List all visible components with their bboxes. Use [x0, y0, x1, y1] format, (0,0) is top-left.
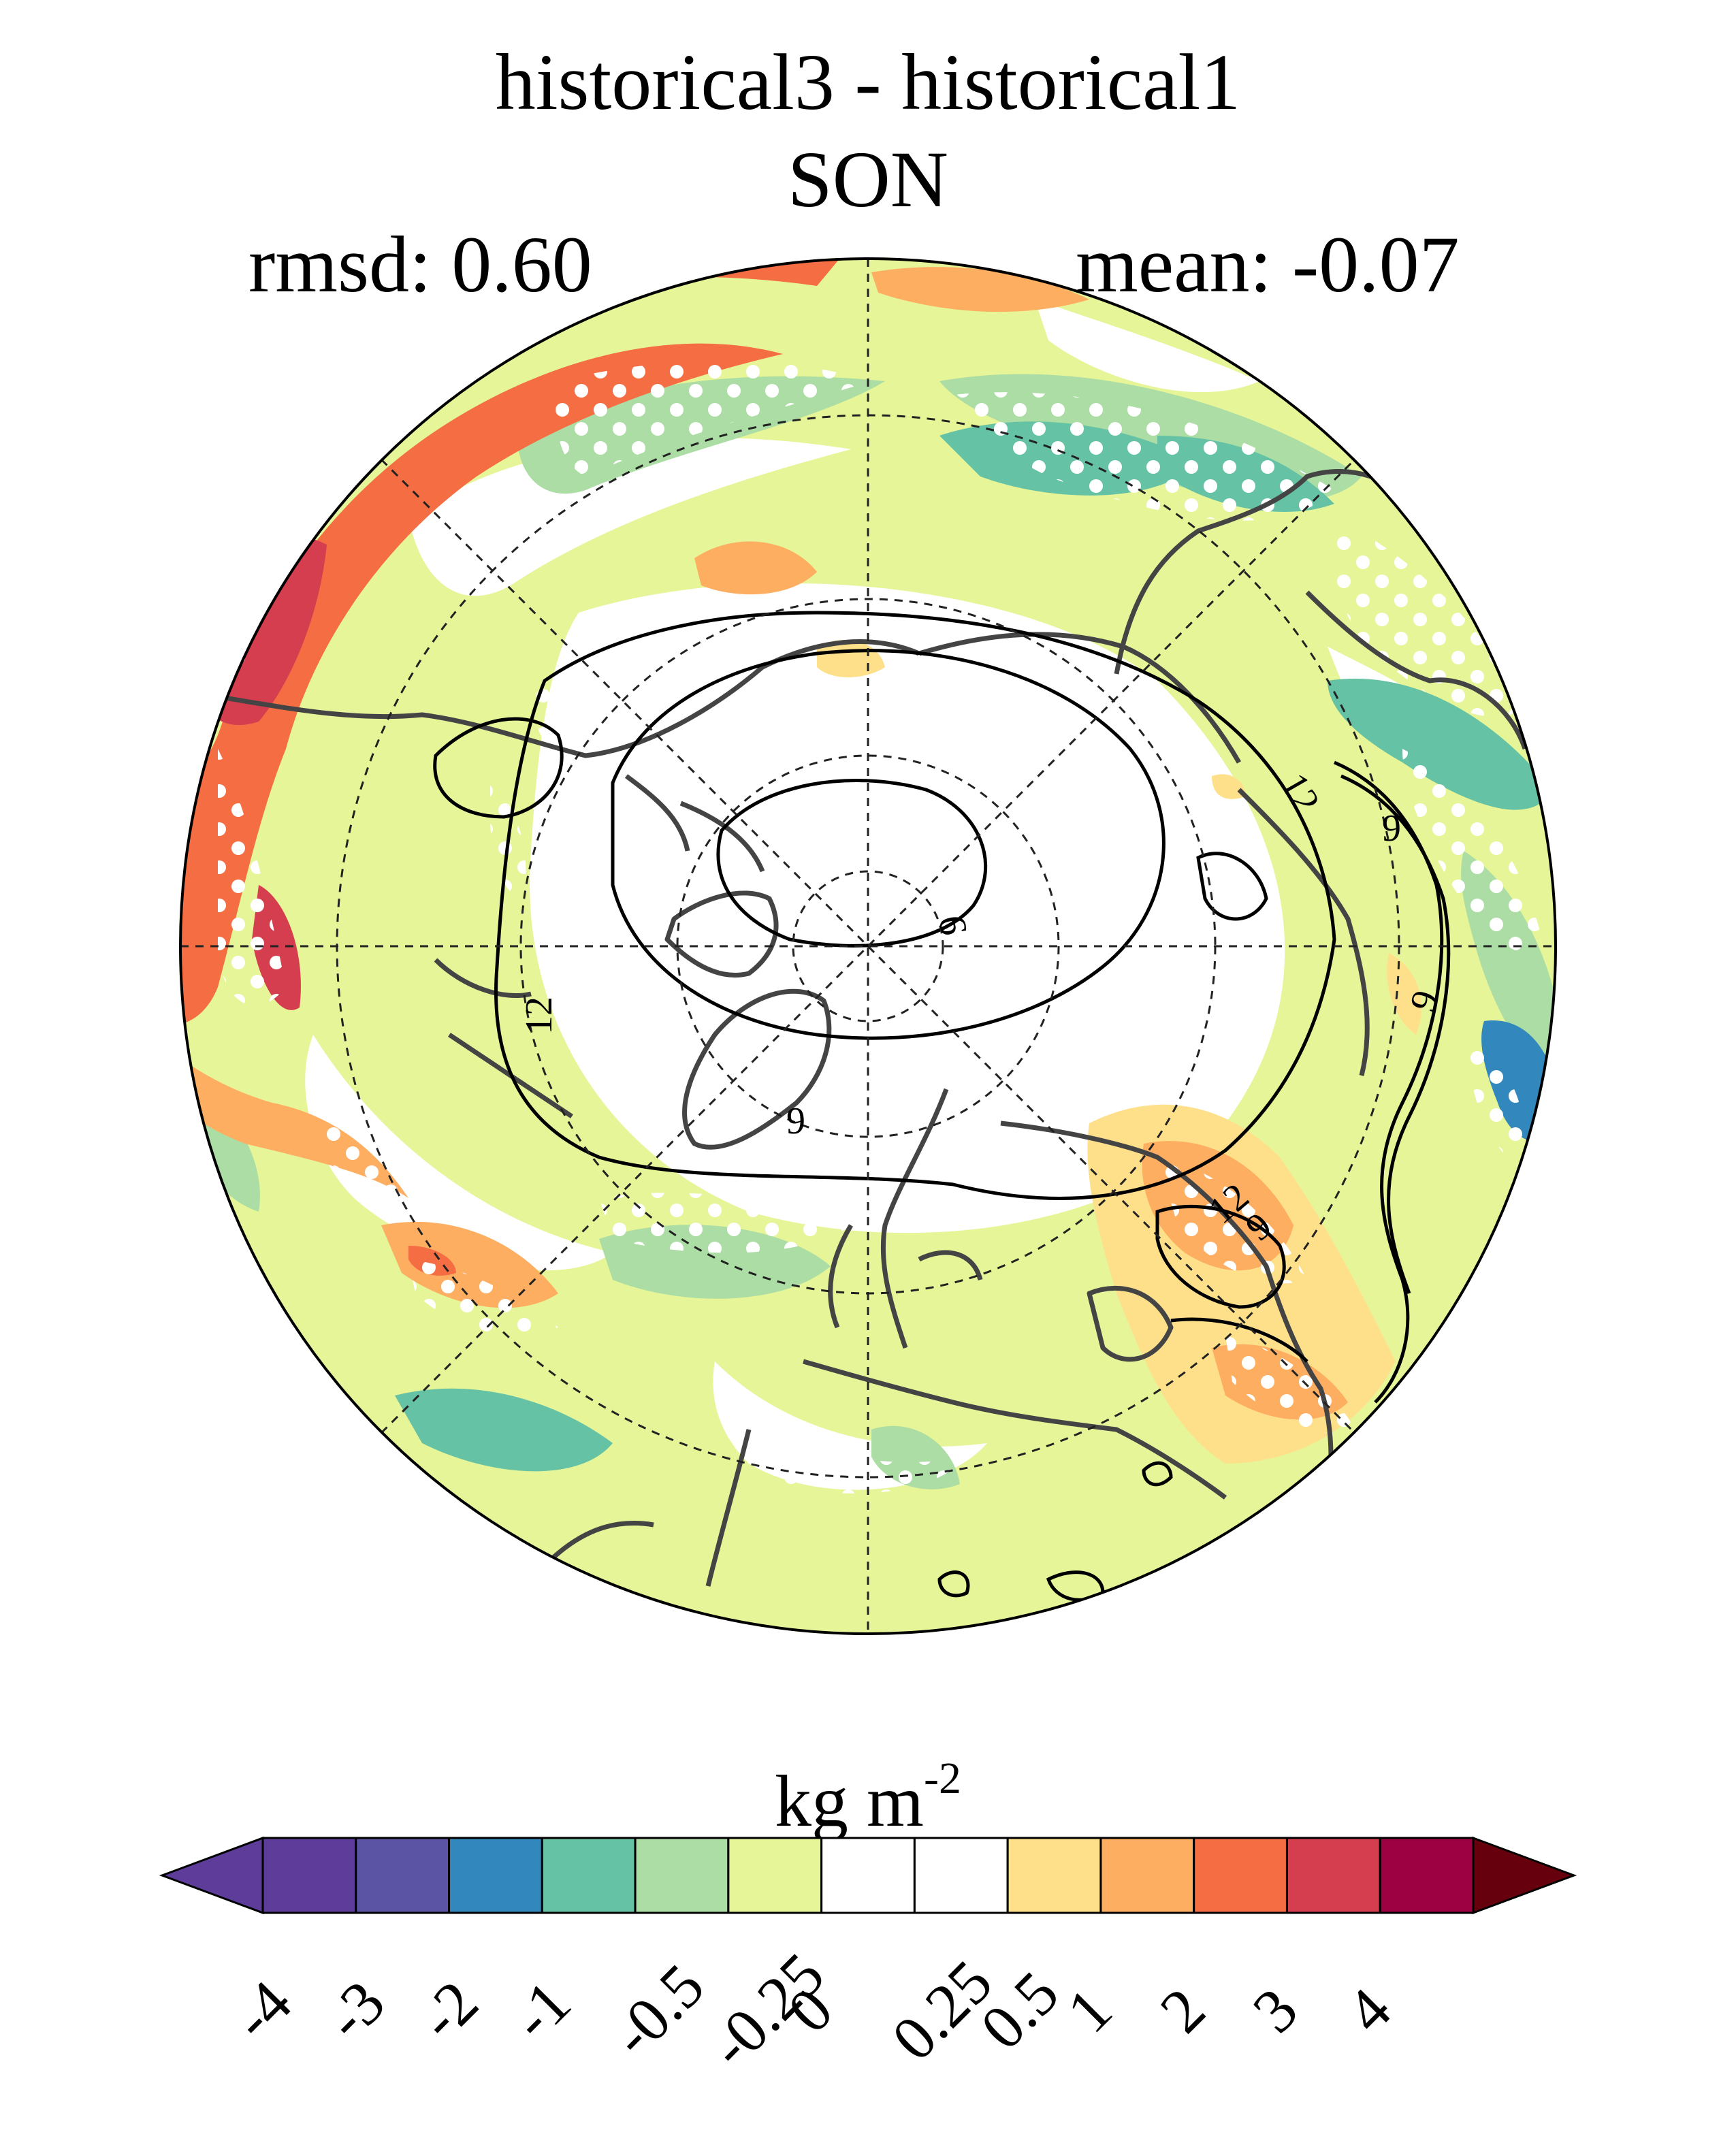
colorbar-segment — [355, 1837, 451, 1914]
colorbar-tick-label: -4 — [219, 1967, 305, 2054]
polar-map: 12 9 9 12 9 9 12 9 — [179, 257, 1557, 1635]
colorbar-under-triangle — [159, 1836, 264, 1915]
colorbar-tick-label: -1 — [498, 1967, 584, 2054]
colorbar-segment — [1193, 1837, 1288, 1914]
coastlines — [204, 469, 1528, 1634]
colorbar-segment — [820, 1837, 916, 1914]
colorbar-tick-label: -3 — [311, 1967, 398, 2054]
graticule — [180, 259, 1556, 1634]
colorbar-segment — [727, 1837, 823, 1914]
colorbar-segment — [1006, 1837, 1102, 1914]
colorbar-tick-label: 2 — [1146, 1974, 1219, 2046]
colorbar-segment — [1099, 1837, 1195, 1914]
rmsd-label: rmsd: 0.60 — [248, 220, 592, 309]
colorbar-tick-label: 3 — [1240, 1974, 1311, 2046]
mean-label: mean: -0.07 — [1076, 220, 1460, 309]
colorbar-segment — [448, 1837, 543, 1914]
colorbar-segment — [1285, 1837, 1381, 1914]
map-boundary — [179, 257, 1557, 1635]
colorbar-segment — [1379, 1837, 1475, 1914]
colorbar-tick-label: -2 — [404, 1967, 492, 2054]
colorbar — [159, 1836, 1577, 1915]
climatology-contours — [433, 611, 1451, 1602]
units-base: kg m — [775, 1761, 925, 1842]
colorbar-segment — [913, 1837, 1009, 1914]
units-exponent: -2 — [924, 1754, 961, 1803]
field-near-zero — [305, 300, 1511, 1490]
colorbar-units: kg m-2 — [0, 1753, 1736, 1844]
colorbar-over-triangle — [1472, 1836, 1577, 1915]
contour-label: 9 — [786, 1100, 805, 1142]
colorbar-tick-label: 4 — [1332, 1974, 1404, 2046]
colorbar-tick-label: -0.5 — [598, 1950, 718, 2070]
contour-label: 12 — [518, 997, 560, 1035]
season-label: SON — [787, 135, 949, 224]
contour-label: 9 — [1382, 807, 1401, 850]
map-title: historical3 - historical1 — [495, 37, 1241, 127]
colorbar-segment — [541, 1837, 637, 1914]
colorbar-segment — [261, 1837, 357, 1914]
colorbar-segment — [634, 1837, 730, 1914]
